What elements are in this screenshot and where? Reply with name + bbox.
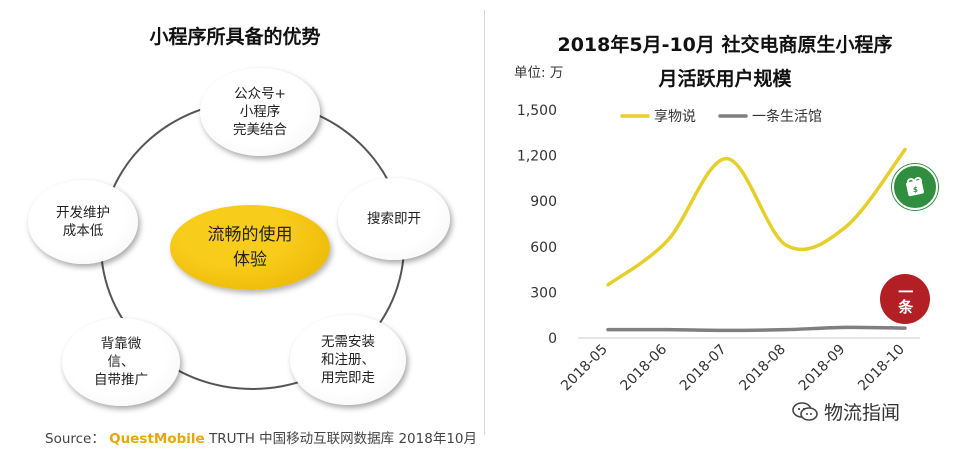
y-tick-label: 900 <box>530 194 557 210</box>
panel-divider <box>484 10 485 435</box>
bubble-no-install: 无需安装 和注册、 用完即走 <box>290 315 406 405</box>
wechat-icon <box>792 401 818 421</box>
source-note: Source： QuestMobile TRUTH 中国移动互联网数据库 201… <box>45 427 477 447</box>
bubble-text: 成本低 <box>62 223 104 239</box>
xiangwushuo-logo-icon: $ <box>892 164 938 210</box>
center-smooth-experience: 流畅的使用 体验 <box>170 205 330 290</box>
x-tick-label: 2018-05 <box>558 342 611 395</box>
chart-title-line2: 月活跃用户规模 <box>658 68 792 90</box>
source-suffix: TRUTH 中国移动互联网数据库 2018年10月 <box>204 431 478 447</box>
x-tick-label: 2018-09 <box>796 342 849 395</box>
center-text: 流畅的使用 <box>207 224 293 245</box>
x-tick-label: 2018-06 <box>618 341 671 394</box>
series-line <box>606 147 907 287</box>
x-tick-label: 2018-08 <box>736 342 789 395</box>
bubble-text: 用完即走 <box>321 370 375 387</box>
source-prefix: Source： <box>45 431 105 447</box>
watermark-text: 物流指闻 <box>824 402 901 424</box>
bubble-search-open: 搜索即开 <box>338 178 450 260</box>
bubble-text: 完美结合 <box>233 122 287 139</box>
bubble-text: 开发维护 <box>56 204 110 221</box>
y-tick-label: 600 <box>530 240 557 256</box>
bubble-low-dev-cost: 开发维护 成本低 <box>28 180 138 264</box>
bubble-text: 公众号+ <box>234 85 286 102</box>
source-brand: QuestMobile <box>109 431 205 447</box>
legend-label: 一条生活馆 <box>752 108 822 125</box>
bubble-text: 自带推广 <box>94 372 148 389</box>
y-tick-label: 300 <box>530 285 557 301</box>
series-line <box>606 325 907 333</box>
yitiao-logo-badge: 一条 <box>880 274 930 324</box>
left-panel-title: 小程序所具备的优势 <box>149 26 321 48</box>
bubble-text: 无需安装 <box>321 333 375 350</box>
legend-label: 享物说 <box>654 108 696 125</box>
bubble-text: 搜索即开 <box>367 210 421 227</box>
chart-title: 2018年5月-10月 社交电商原生小程序 月活跃用户规模 <box>490 28 960 96</box>
bubble-text: 和注册、 <box>321 351 375 368</box>
center-text: 体验 <box>233 249 267 270</box>
bubble-official-account-miniprogram: 公众号+ 小程序 完美结合 <box>200 68 320 156</box>
yitiao-logo-text: 一条 <box>896 284 915 314</box>
bubble-text: 小程序 <box>239 103 281 120</box>
svg-text:$: $ <box>913 186 918 194</box>
chart-title-line1: 2018年5月-10月 社交电商原生小程序 <box>557 34 893 56</box>
bubble-text: 信、 <box>107 353 135 370</box>
y-tick-label: 1,200 <box>517 149 557 165</box>
y-tick-label: 0 <box>548 331 557 347</box>
x-tick-label: 2018-10 <box>855 342 908 395</box>
unit-label: 单位: 万 <box>514 65 564 81</box>
bubble-wechat-promotion: 背靠微 信、 自带推广 <box>62 318 180 406</box>
y-tick-label: 1,500 <box>517 103 557 119</box>
bubble-text: 背靠微 <box>100 335 142 352</box>
watermark: 物流指闻 <box>792 398 900 425</box>
x-tick-label: 2018-07 <box>677 342 730 395</box>
